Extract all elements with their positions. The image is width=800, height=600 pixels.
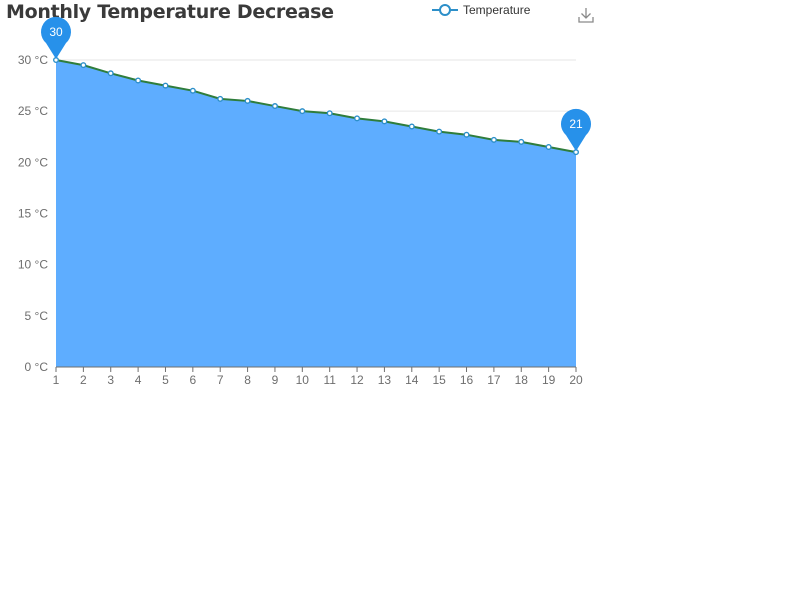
data-point — [545, 143, 552, 150]
max-min-pin — [561, 108, 591, 152]
data-point — [80, 62, 87, 69]
pin-label: 30 — [49, 25, 63, 39]
data-point — [162, 82, 169, 89]
x-tick-label: 18 — [515, 373, 529, 387]
temperature-area — [56, 60, 576, 367]
x-tick-label: 12 — [350, 373, 364, 387]
y-tick-label: 10 °C — [18, 258, 48, 272]
x-tick-label: 5 — [162, 373, 169, 387]
x-tick-label: 2 — [80, 373, 87, 387]
x-tick-label: 14 — [405, 373, 419, 387]
y-tick-label: 0 °C — [25, 360, 49, 374]
x-tick-label: 9 — [272, 373, 279, 387]
legend[interactable]: Temperature — [432, 3, 530, 17]
y-tick-label: 15 °C — [18, 207, 48, 221]
data-point — [107, 70, 114, 77]
x-tick-label: 1 — [53, 373, 60, 387]
data-point — [381, 118, 388, 125]
pin-label: 21 — [569, 117, 583, 131]
legend-line-circle-icon — [432, 3, 458, 17]
y-tick-label: 25 °C — [18, 104, 48, 118]
data-point — [326, 110, 333, 117]
y-tick-label: 20 °C — [18, 155, 48, 169]
x-tick-label: 20 — [569, 373, 583, 387]
x-tick-label: 10 — [296, 373, 310, 387]
data-point — [518, 138, 525, 145]
data-point — [271, 103, 278, 110]
data-point — [354, 115, 361, 122]
x-tick-label: 4 — [135, 373, 142, 387]
x-tick-label: 6 — [189, 373, 196, 387]
data-point — [490, 136, 497, 143]
temperature-line — [55, 59, 577, 154]
x-tick-label: 7 — [217, 373, 224, 387]
x-tick-label: 15 — [432, 373, 446, 387]
x-tick-label: 8 — [244, 373, 251, 387]
data-point — [299, 108, 306, 115]
data-point — [463, 131, 470, 138]
data-point — [217, 95, 224, 102]
x-tick-label: 19 — [542, 373, 556, 387]
data-point — [189, 87, 196, 94]
y-tick-label: 30 °C — [18, 53, 48, 67]
data-point — [244, 97, 251, 104]
chart-title: Monthly Temperature Decrease — [6, 1, 334, 23]
download-icon[interactable] — [577, 6, 595, 24]
x-tick-label: 17 — [487, 373, 501, 387]
y-tick-label: 5 °C — [25, 309, 49, 323]
data-point — [436, 128, 443, 135]
max-min-pin — [41, 16, 71, 59]
x-tick-label: 13 — [378, 373, 392, 387]
x-tick-label: 11 — [323, 373, 336, 387]
x-tick-label: 3 — [107, 373, 114, 387]
data-point — [408, 123, 415, 130]
x-tick-label: 16 — [460, 373, 474, 387]
legend-label: Temperature — [463, 3, 531, 17]
data-point — [135, 77, 142, 84]
